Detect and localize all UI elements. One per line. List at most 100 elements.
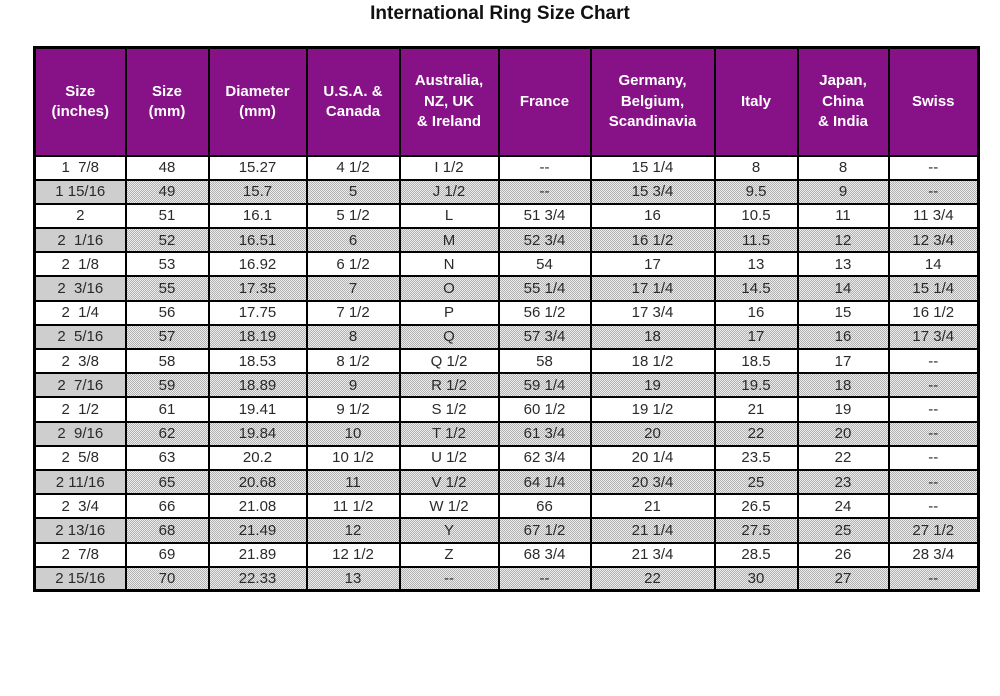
- table-cell: 18.89: [207, 372, 308, 399]
- table-cell: 15.7: [207, 178, 308, 205]
- column-header-diameter: Diameter (mm): [207, 46, 308, 157]
- table-cell: --: [887, 396, 980, 423]
- table-cell: --: [497, 178, 592, 205]
- column-header-germany: Germany, Belgium, Scandinavia: [589, 46, 716, 157]
- table-cell: 69: [124, 541, 210, 568]
- table-cell: 2 13/16: [33, 517, 127, 544]
- table-cell: 20: [796, 420, 890, 447]
- table-cell: 1 7/8: [33, 154, 127, 181]
- table-cell: 51 3/4: [497, 202, 592, 230]
- table-row: 1 7/8 48 15.27 4 1/2 I 1/2 -- 15 1/4 8 8 --: [33, 154, 980, 181]
- table-cell: 17 1/4: [589, 275, 716, 302]
- table-cell: --: [497, 154, 592, 181]
- table-cell: 17.35: [207, 275, 308, 302]
- table-cell: 12 1/2: [305, 541, 401, 568]
- table-cell: T 1/2: [398, 420, 500, 447]
- table-cell: 13: [713, 251, 799, 278]
- table-cell: 2 1/16: [33, 227, 127, 254]
- table-cell: 11 1/2: [305, 493, 401, 520]
- table-cell: 7 1/2: [305, 299, 401, 326]
- table-cell: 53: [124, 251, 210, 278]
- table-cell: 6: [305, 227, 401, 254]
- table-row: 2 5/8 63 20.2 10 1/2 U 1/2 62 3/4 20 1/4 23.5 22…: [33, 444, 980, 471]
- table-cell: N: [398, 251, 500, 278]
- table-cell: 2 1/2: [33, 396, 127, 423]
- table-cell: 5: [305, 178, 401, 205]
- table-cell: 8: [305, 323, 401, 351]
- table-cell: 30: [713, 565, 799, 592]
- table-cell: 18: [796, 372, 890, 399]
- table-cell: 61 3/4: [497, 420, 592, 447]
- table-cell: 8: [796, 154, 890, 181]
- table-cell: 13: [796, 251, 890, 278]
- table-cell: 7: [305, 275, 401, 302]
- table-cell: 27: [796, 565, 890, 592]
- table-cell: Q: [398, 323, 500, 351]
- table-row: 2 3/4 66 21.08 11 1/2 W 1/2 66 21 26.5 24 --: [33, 493, 980, 520]
- table-cell: 16: [713, 299, 799, 326]
- table-cell: 2 3/8: [33, 347, 127, 375]
- table-cell: 65: [124, 468, 210, 496]
- table-row: 2 9/16 62 19.84 10 T 1/2 61 3/4 20 22 20 --: [33, 420, 980, 447]
- table-cell: 17.75: [207, 299, 308, 326]
- table-cell: 10.5: [713, 202, 799, 230]
- table-cell: 25: [796, 517, 890, 544]
- page-title: International Ring Size Chart: [370, 3, 630, 24]
- table-cell: Y: [398, 517, 500, 544]
- table-row: 2 11/16 65 20.68 11 V 1/2 64 1/4 20 3/4 25 23 --: [33, 468, 980, 496]
- table-cell: 5 1/2: [305, 202, 401, 230]
- table-cell: Z: [398, 541, 500, 568]
- table-cell: J 1/2: [398, 178, 500, 205]
- table-row: 2 1/4 56 17.75 7 1/2 P 56 1/2 17 3/4 16 15 16 1/2: [33, 299, 980, 326]
- table-cell: U 1/2: [398, 444, 500, 471]
- table-cell: 2 1/4: [33, 299, 127, 326]
- table-cell: --: [887, 154, 980, 181]
- table-cell: 48: [124, 154, 210, 181]
- table-row: 2 1/16 52 16.51 6 M 52 3/4 16 1/2 11.5 12 12 3/4: [33, 227, 980, 254]
- table-cell: 22: [589, 565, 716, 592]
- table-cell: 14: [887, 251, 980, 278]
- table-cell: 8 1/2: [305, 347, 401, 375]
- table-cell: O: [398, 275, 500, 302]
- table-cell: 28.5: [713, 541, 799, 568]
- column-header-australia: Australia, NZ, UK & Ireland: [398, 46, 500, 157]
- table-cell: 1 15/16: [33, 178, 127, 205]
- table-cell: 11.5: [713, 227, 799, 254]
- table-cell: 8: [713, 154, 799, 181]
- table-cell: 2 7/16: [33, 372, 127, 399]
- table-row: 1 15/16 49 15.7 5 J 1/2 -- 15 3/4 9.5 9 --: [33, 178, 980, 205]
- table-cell: --: [887, 468, 980, 496]
- table-cell: 15: [796, 299, 890, 326]
- table-cell: 21.08: [207, 493, 308, 520]
- table-cell: 24: [796, 493, 890, 520]
- table-row: 2 7/16 59 18.89 9 R 1/2 59 1/4 19 19.5 18 --: [33, 372, 980, 399]
- table-cell: 26: [796, 541, 890, 568]
- table-cell: 68 3/4: [497, 541, 592, 568]
- table-cell: 13: [305, 565, 401, 592]
- table-cell: 20 3/4: [589, 468, 716, 496]
- table-cell: 19: [796, 396, 890, 423]
- table-cell: 2 5/8: [33, 444, 127, 471]
- table-cell: 2 15/16: [33, 565, 127, 592]
- table-cell: 18: [589, 323, 716, 351]
- table-cell: Q 1/2: [398, 347, 500, 375]
- table-cell: 12: [305, 517, 401, 544]
- table-cell: 17: [796, 347, 890, 375]
- table-cell: 2 7/8: [33, 541, 127, 568]
- table-row: 2 3/16 55 17.35 7 O 55 1/4 17 1/4 14.5 14 15 1/4: [33, 275, 980, 302]
- table-row: 2 3/8 58 18.53 8 1/2 Q 1/2 58 18 1/2 18.5 17 --: [33, 347, 980, 375]
- table-cell: 16 1/2: [887, 299, 980, 326]
- table-cell: 11 3/4: [887, 202, 980, 230]
- table-cell: 11: [305, 468, 401, 496]
- table-cell: 22: [713, 420, 799, 447]
- table-cell: 18 1/2: [589, 347, 716, 375]
- table-cell: 27.5: [713, 517, 799, 544]
- table-cell: 2 9/16: [33, 420, 127, 447]
- table-cell: W 1/2: [398, 493, 500, 520]
- table-cell: 66: [497, 493, 592, 520]
- table-cell: --: [887, 178, 980, 205]
- column-header-u-s-a: U.S.A. & Canada: [305, 46, 401, 157]
- table-cell: 61: [124, 396, 210, 423]
- table-cell: 21.89: [207, 541, 308, 568]
- table-cell: 11: [796, 202, 890, 230]
